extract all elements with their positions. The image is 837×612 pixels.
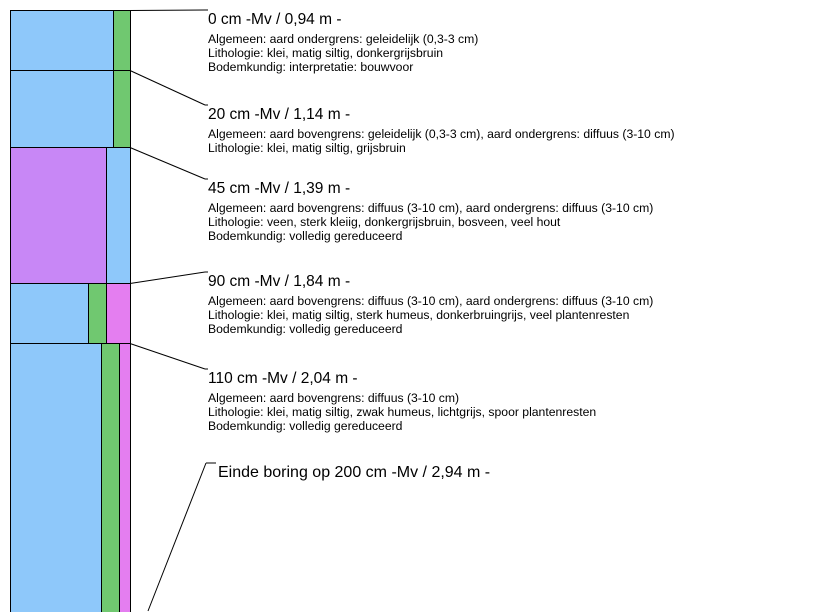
layer-description-line: Bodemkundig: volledig gereduceerd — [208, 419, 403, 433]
layer-segment — [10, 283, 89, 344]
layer-segment — [10, 70, 114, 148]
leader-line — [129, 343, 206, 370]
layer-description-line: Bodemkundig: interpretatie: bouwvoor — [208, 60, 414, 74]
layer-description-line: Bodemkundig: volledig gereduceerd — [208, 229, 403, 243]
layer-segment — [113, 10, 131, 71]
layer-segment — [113, 70, 131, 148]
leader-line — [129, 70, 206, 106]
end-leader-line — [147, 462, 207, 612]
layer-segment — [88, 283, 107, 344]
layer-title: 20 cm -Mv / 1,14 m - — [208, 106, 351, 123]
layer-title: 45 cm -Mv / 1,39 m - — [208, 180, 351, 197]
layer-segment — [10, 147, 107, 284]
end-of-boring-label: Einde boring op 200 cm -Mv / 2,94 m - — [218, 464, 491, 481]
layer-segment — [106, 283, 131, 344]
layer-description-line: Lithologie: klei, matig siltig, grijsbru… — [208, 141, 406, 155]
layer-segment — [10, 10, 114, 71]
leader-lines — [129, 9, 216, 612]
layer-title: 0 cm -Mv / 0,94 m - — [208, 11, 342, 28]
layer-description-line: Lithologie: klei, matig siltig, sterk hu… — [208, 308, 630, 322]
layer-description-line: Algemeen: aard bovengrens: diffuus (3-10… — [208, 294, 654, 308]
leader-line — [129, 9, 206, 11]
layer-description-line: Lithologie: veen, sterk kleiig, donkergr… — [208, 215, 561, 229]
layer-segment — [119, 343, 131, 612]
layer-description-line: Lithologie: klei, matig siltig, zwak hum… — [208, 405, 597, 419]
layer-title: 90 cm -Mv / 1,84 m - — [208, 273, 351, 290]
layer-segment — [106, 147, 131, 284]
layer-description-line: Bodemkundig: volledig gereduceerd — [208, 322, 403, 336]
layer-segment — [101, 343, 120, 612]
layer-title: 110 cm -Mv / 2,04 m - — [208, 370, 358, 387]
layer-description-line: Lithologie: klei, matig siltig, donkergr… — [208, 46, 444, 60]
leader-line — [129, 147, 206, 180]
leader-line — [129, 271, 206, 284]
layer-description-line: Algemeen: aard bovengrens: diffuus (3-10… — [208, 201, 654, 215]
layer-description-line: Algemeen: aard bovengrens: geleidelijk (… — [208, 127, 675, 141]
layer-description-line: Algemeen: aard ondergrens: geleidelijk (… — [208, 32, 479, 46]
borehole-column — [10, 10, 131, 612]
layer-description-line: Algemeen: aard bovengrens: diffuus (3-10… — [208, 391, 460, 405]
layer-segment — [10, 343, 102, 612]
